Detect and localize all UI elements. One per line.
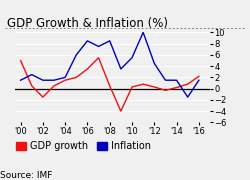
Legend: GDP growth, Inflation: GDP growth, Inflation <box>12 138 155 155</box>
Text: Source: IMF: Source: IMF <box>0 171 52 180</box>
Text: GDP Growth & Inflation (%): GDP Growth & Inflation (%) <box>7 17 168 30</box>
